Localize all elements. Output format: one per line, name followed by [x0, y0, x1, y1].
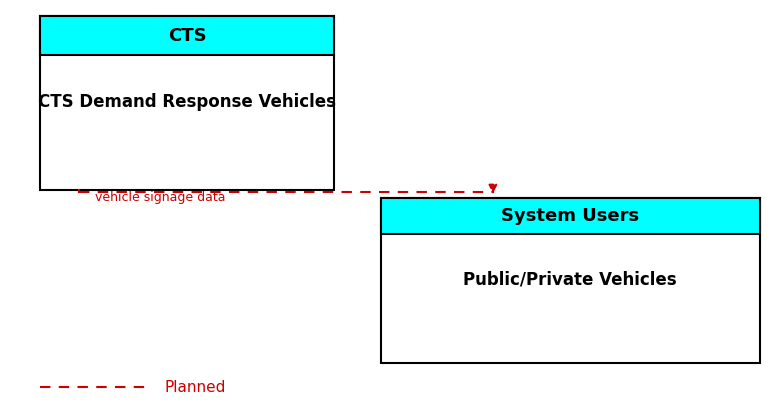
FancyBboxPatch shape: [381, 198, 760, 363]
Text: CTS: CTS: [168, 26, 207, 44]
Text: System Users: System Users: [501, 207, 640, 225]
Text: Planned: Planned: [164, 380, 226, 395]
Text: Public/Private Vehicles: Public/Private Vehicles: [464, 270, 677, 288]
Text: vehicle signage data: vehicle signage data: [95, 191, 225, 204]
Text: CTS Demand Response Vehicles: CTS Demand Response Vehicles: [38, 93, 337, 111]
FancyBboxPatch shape: [41, 16, 334, 190]
FancyBboxPatch shape: [41, 16, 334, 54]
FancyBboxPatch shape: [381, 198, 760, 234]
